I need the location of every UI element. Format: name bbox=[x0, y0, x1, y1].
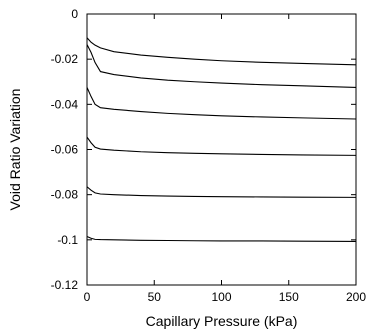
y-tick-label: -0.1 bbox=[57, 233, 78, 247]
x-axis-label: Capillary Pressure (kPa) bbox=[146, 313, 298, 329]
y-tick-label: -0.12 bbox=[51, 278, 79, 292]
series-line-3 bbox=[86, 87, 357, 120]
series-line-1 bbox=[86, 37, 357, 66]
ticks bbox=[86, 13, 357, 286]
x-tick-label: 100 bbox=[211, 290, 231, 304]
y-tick-label: -0.04 bbox=[51, 97, 79, 111]
series-line-2 bbox=[86, 44, 357, 88]
plot-frame bbox=[86, 13, 357, 286]
series-line-6 bbox=[86, 235, 357, 242]
x-tick-label: 150 bbox=[279, 290, 299, 304]
tick-labels: 0 50 100 150 200 0 -0.02 -0.04 -0.06 -0.08 -0.1 -0.… bbox=[51, 7, 367, 304]
x-tick-label: 50 bbox=[148, 290, 162, 304]
x-tick-label: 200 bbox=[346, 290, 366, 304]
y-tick-label: 0 bbox=[71, 7, 78, 21]
y-tick-label: -0.02 bbox=[51, 52, 79, 66]
y-axis-label: Void Ratio Variation bbox=[7, 89, 23, 211]
y-tick-label: -0.08 bbox=[51, 188, 79, 202]
y-tick-label: -0.06 bbox=[51, 143, 79, 157]
series-line-4 bbox=[86, 136, 357, 156]
series-line-5 bbox=[86, 186, 357, 198]
plot-lines bbox=[86, 37, 357, 242]
x-tick-label: 0 bbox=[84, 290, 91, 304]
